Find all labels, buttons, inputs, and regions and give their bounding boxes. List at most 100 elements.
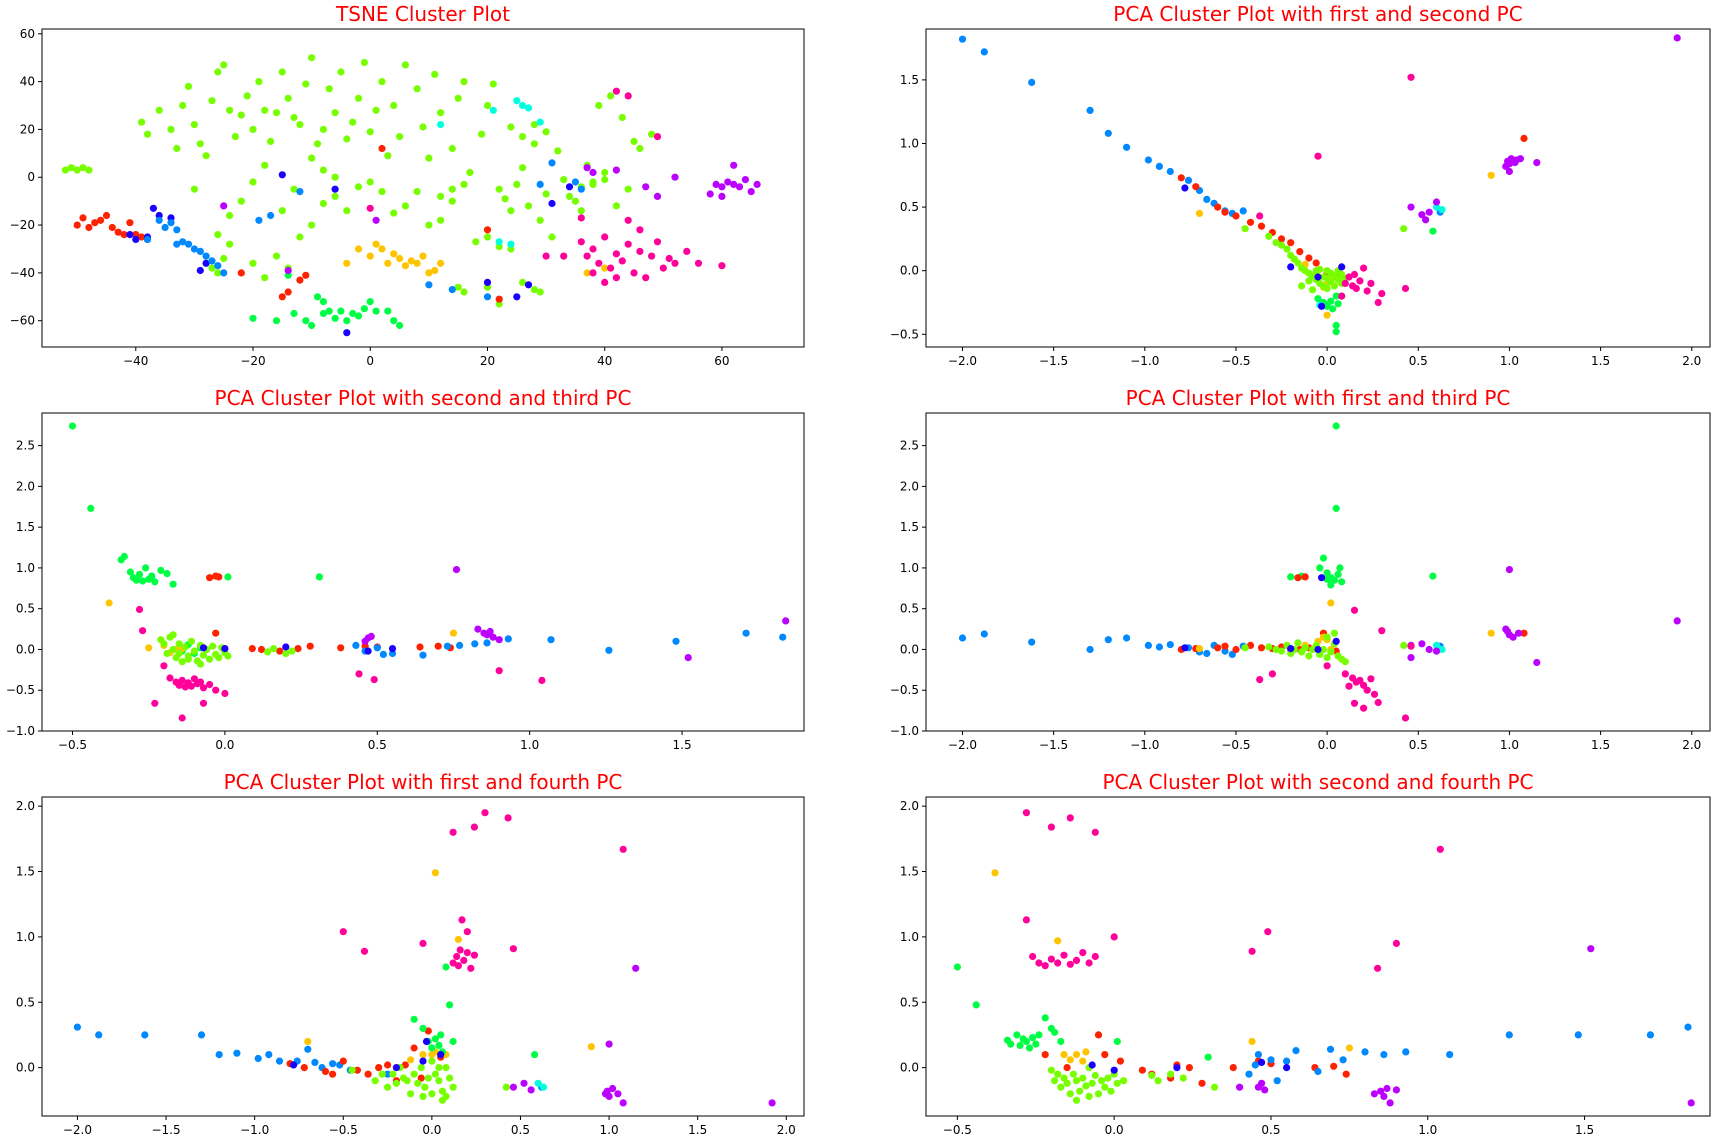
data-point <box>495 636 503 644</box>
data-point <box>1088 1061 1096 1069</box>
y-tick-label: −20 <box>10 218 35 232</box>
y-tick-label: −0.5 <box>890 683 919 697</box>
data-point <box>437 1051 445 1059</box>
data-point <box>1487 629 1495 637</box>
data-point <box>1422 216 1430 224</box>
data-point <box>1432 198 1441 206</box>
data-point <box>609 1084 617 1093</box>
data-point <box>199 684 208 692</box>
data-point <box>95 1031 103 1039</box>
data-point <box>1505 167 1513 176</box>
data-point <box>1425 645 1433 654</box>
data-point <box>1069 1070 1077 1078</box>
data-point <box>145 644 153 652</box>
data-point <box>449 959 457 967</box>
data-point <box>79 164 87 172</box>
data-point <box>282 649 290 658</box>
y-tick-label: 2.5 <box>16 439 35 453</box>
data-point <box>612 202 621 210</box>
data-point <box>1246 641 1255 650</box>
data-point <box>294 645 302 653</box>
data-point <box>577 185 585 193</box>
scatter-points <box>958 34 1681 336</box>
data-point <box>417 1064 425 1072</box>
data-point <box>372 240 380 248</box>
data-point <box>1104 1074 1112 1082</box>
data-point <box>583 252 591 260</box>
data-point <box>425 281 433 289</box>
data-point <box>653 238 662 246</box>
data-point <box>1345 273 1353 281</box>
data-point <box>384 1070 392 1078</box>
data-point <box>605 646 613 654</box>
data-point <box>208 257 216 265</box>
data-point <box>1110 933 1118 941</box>
data-point <box>1339 1056 1347 1064</box>
y-tick-label: 1.0 <box>16 561 35 575</box>
y-tick-label: 2.0 <box>16 479 35 493</box>
data-point <box>1082 1082 1090 1090</box>
data-point <box>425 154 433 162</box>
data-point <box>1301 573 1309 581</box>
x-tick-label: −0.5 <box>1221 738 1250 752</box>
x-tick-label: 1.0 <box>1418 1123 1437 1137</box>
data-point <box>1318 574 1326 582</box>
data-point <box>980 630 988 638</box>
y-tick-label: −40 <box>10 266 35 280</box>
data-point <box>339 928 347 936</box>
data-point <box>1407 203 1415 211</box>
x-tick-label: 40 <box>597 354 612 368</box>
axes-frame <box>925 796 1711 1117</box>
data-point <box>190 647 198 655</box>
data-point <box>1028 638 1036 646</box>
data-point <box>331 192 339 200</box>
data-point <box>208 97 216 105</box>
data-point <box>1370 1090 1378 1098</box>
data-point <box>1363 287 1371 295</box>
x-tick-label: −2.0 <box>63 1123 92 1137</box>
data-point <box>589 245 597 253</box>
data-point <box>126 219 134 227</box>
data-point <box>220 254 228 263</box>
data-point <box>1273 1077 1281 1085</box>
x-tick-label: 2.0 <box>777 1123 796 1137</box>
data-point <box>392 1079 400 1087</box>
data-point <box>1079 949 1087 957</box>
data-point <box>1327 297 1335 305</box>
data-point <box>367 632 375 641</box>
data-point <box>1345 682 1353 690</box>
data-point <box>520 1079 528 1087</box>
data-point <box>401 262 409 270</box>
data-point <box>565 192 574 200</box>
data-point <box>601 233 609 241</box>
data-point <box>577 238 585 246</box>
data-point <box>509 1083 517 1091</box>
data-point <box>1392 939 1400 948</box>
data-point <box>1025 1044 1034 1052</box>
data-point <box>249 314 257 322</box>
data-point <box>1287 573 1295 581</box>
data-point <box>85 223 93 232</box>
data-point <box>1167 1070 1175 1078</box>
data-point <box>206 680 214 689</box>
data-point <box>1283 245 1291 253</box>
data-point <box>782 617 790 625</box>
data-point <box>288 647 296 655</box>
data-point <box>366 298 374 306</box>
data-point <box>1338 263 1346 271</box>
data-point <box>1332 422 1340 430</box>
data-point <box>416 643 424 651</box>
data-point <box>1013 1031 1021 1039</box>
data-point <box>1060 1051 1068 1059</box>
data-point <box>1261 1086 1269 1094</box>
data-point <box>224 573 232 581</box>
panel-5: PCA Cluster Plot with first and fourth P… <box>16 770 805 1137</box>
data-point <box>148 572 156 580</box>
data-point <box>396 254 404 263</box>
data-point <box>1432 641 1441 650</box>
data-point <box>267 137 275 145</box>
data-point <box>1342 1070 1350 1078</box>
y-tick-label: −1.0 <box>890 724 919 738</box>
data-point <box>353 1066 361 1074</box>
data-point <box>1294 574 1302 582</box>
